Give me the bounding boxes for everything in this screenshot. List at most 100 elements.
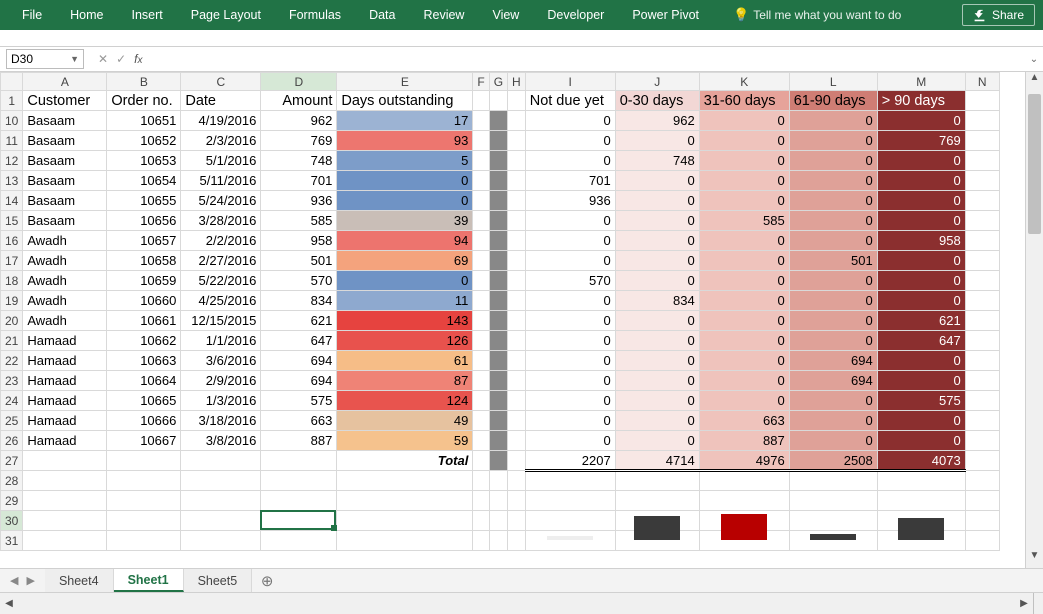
cell[interactable]: 887 (699, 431, 789, 451)
cell[interactable] (23, 491, 107, 511)
cell[interactable] (699, 471, 789, 491)
column-header-C[interactable]: C (181, 73, 261, 91)
cell[interactable]: 0 (877, 151, 965, 171)
cell[interactable] (473, 431, 489, 451)
cell[interactable]: 694 (789, 351, 877, 371)
cell[interactable] (489, 471, 507, 491)
cell[interactable]: 621 (877, 311, 965, 331)
cell[interactable]: 701 (525, 171, 615, 191)
cell[interactable]: Hamaad (23, 351, 107, 371)
cell[interactable]: 0 (615, 371, 699, 391)
cell[interactable] (965, 491, 999, 511)
cell[interactable] (473, 351, 489, 371)
cell[interactable] (508, 131, 526, 151)
cell[interactable]: Hamaad (23, 391, 107, 411)
cell[interactable]: Days outstanding (337, 91, 473, 111)
cell[interactable] (23, 511, 107, 531)
cell[interactable]: 0 (789, 271, 877, 291)
cell[interactable] (508, 211, 526, 231)
cell[interactable]: 10653 (107, 151, 181, 171)
row-header[interactable]: 12 (1, 151, 23, 171)
cell[interactable] (877, 491, 965, 511)
cell[interactable] (489, 171, 507, 191)
column-header-G[interactable]: G (489, 73, 507, 91)
cell[interactable]: 10656 (107, 211, 181, 231)
cell[interactable] (473, 131, 489, 151)
cell[interactable]: 0 (525, 231, 615, 251)
cell[interactable]: 585 (261, 211, 337, 231)
row-header[interactable]: 27 (1, 451, 23, 471)
cell[interactable] (261, 511, 337, 531)
cell[interactable] (508, 151, 526, 171)
scroll-thumb[interactable] (1028, 94, 1041, 234)
cell[interactable]: Awadh (23, 291, 107, 311)
cell[interactable]: 2207 (525, 451, 615, 471)
cell[interactable]: Hamaad (23, 431, 107, 451)
cell[interactable] (508, 391, 526, 411)
cell[interactable] (877, 471, 965, 491)
fx-icon[interactable]: fx (134, 52, 142, 66)
cell[interactable] (489, 191, 507, 211)
cell[interactable]: 10655 (107, 191, 181, 211)
cell[interactable] (965, 271, 999, 291)
row-header[interactable]: 26 (1, 431, 23, 451)
cell[interactable] (508, 411, 526, 431)
cell[interactable] (473, 471, 489, 491)
cell[interactable]: 39 (337, 211, 473, 231)
cell[interactable]: 0 (525, 311, 615, 331)
row-header[interactable]: 14 (1, 191, 23, 211)
next-sheet-icon[interactable]: ▶ (26, 574, 34, 587)
cell[interactable]: 0 (525, 431, 615, 451)
cell[interactable] (508, 371, 526, 391)
ribbon-tab-power-pivot[interactable]: Power Pivot (618, 0, 713, 30)
cell[interactable]: 10658 (107, 251, 181, 271)
cell[interactable] (789, 511, 877, 531)
column-header-K[interactable]: K (699, 73, 789, 91)
cell[interactable]: 0 (877, 191, 965, 211)
cell[interactable]: 0 (699, 251, 789, 271)
cell[interactable]: 0 (789, 391, 877, 411)
cell[interactable] (261, 531, 337, 551)
cell[interactable]: 0 (789, 231, 877, 251)
tell-me-search[interactable]: 💡 Tell me what you want to do (733, 7, 901, 23)
row-header[interactable]: 21 (1, 331, 23, 351)
cell[interactable]: 0 (337, 171, 473, 191)
cell[interactable]: 0 (699, 231, 789, 251)
cell[interactable]: 0-30 days (615, 91, 699, 111)
cell[interactable]: 0 (699, 151, 789, 171)
cell[interactable]: 0 (877, 211, 965, 231)
sheet-tab-sheet1[interactable]: Sheet1 (114, 569, 184, 592)
cell[interactable] (508, 531, 526, 551)
cell[interactable]: 501 (261, 251, 337, 271)
cell[interactable]: Awadh (23, 271, 107, 291)
column-header-J[interactable]: J (615, 73, 699, 91)
cell[interactable] (508, 251, 526, 271)
cell[interactable] (508, 111, 526, 131)
cell[interactable] (508, 351, 526, 371)
cell[interactable]: 0 (699, 291, 789, 311)
cell[interactable] (965, 211, 999, 231)
cell[interactable] (473, 111, 489, 131)
cell[interactable]: 0 (789, 211, 877, 231)
cell[interactable] (473, 251, 489, 271)
cell[interactable]: 2/9/2016 (181, 371, 261, 391)
share-button[interactable]: Share (962, 4, 1035, 26)
cell[interactable]: 621 (261, 311, 337, 331)
cell[interactable]: 0 (789, 131, 877, 151)
cell[interactable]: 834 (615, 291, 699, 311)
ribbon-tab-developer[interactable]: Developer (533, 0, 618, 30)
cell[interactable]: 0 (699, 131, 789, 151)
cell[interactable]: 0 (525, 411, 615, 431)
cell[interactable] (473, 291, 489, 311)
cell[interactable]: 0 (615, 131, 699, 151)
cell[interactable]: 10659 (107, 271, 181, 291)
row-header[interactable]: 13 (1, 171, 23, 191)
cell[interactable] (181, 471, 261, 491)
ribbon-tab-review[interactable]: Review (409, 0, 478, 30)
cell[interactable]: 4073 (877, 451, 965, 471)
cell[interactable]: 3/6/2016 (181, 351, 261, 371)
cell[interactable] (489, 491, 507, 511)
cell[interactable]: 0 (337, 271, 473, 291)
cell[interactable] (789, 471, 877, 491)
cell[interactable]: Basaam (23, 191, 107, 211)
